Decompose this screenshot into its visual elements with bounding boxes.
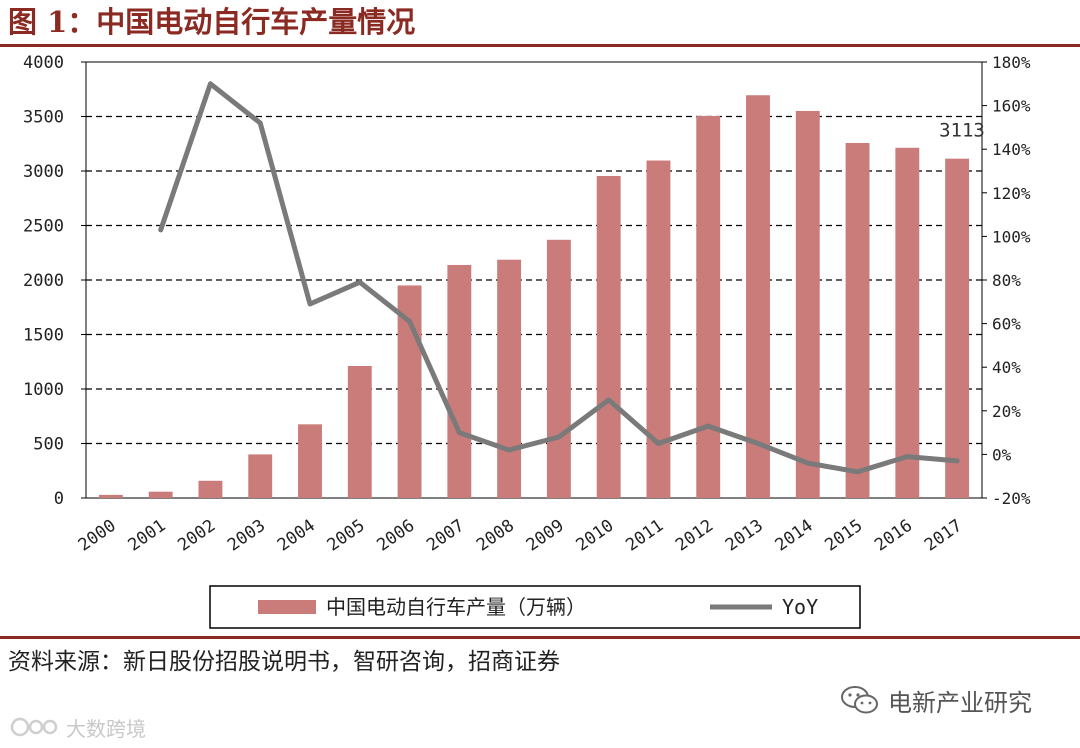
bar xyxy=(447,264,472,498)
brand-logo-icon xyxy=(10,717,58,737)
y-right-tick-label: 80% xyxy=(992,271,1021,290)
yoy-point xyxy=(457,431,461,435)
y-right-tick-label: 20% xyxy=(992,402,1021,421)
bar xyxy=(546,239,571,499)
x-tick-label: 2005 xyxy=(324,516,369,556)
yoy-point xyxy=(557,435,561,439)
legend-swatch-bar xyxy=(258,600,316,614)
legend: 中国电动自行车产量（万辆） YoY xyxy=(209,585,861,629)
yoy-point xyxy=(607,398,611,402)
bar xyxy=(696,115,721,498)
bar xyxy=(198,480,223,498)
y-right-tick-label: 100% xyxy=(992,227,1031,246)
bar xyxy=(148,491,173,498)
x-tick-label: 2006 xyxy=(373,516,418,556)
x-tick-label: 2010 xyxy=(573,516,618,556)
x-tick-label: 2002 xyxy=(174,516,219,556)
x-tick-label: 2001 xyxy=(125,516,170,556)
yoy-point xyxy=(358,280,362,284)
x-tick-label: 2015 xyxy=(821,516,866,556)
yoy-point xyxy=(258,121,262,125)
yoy-point xyxy=(756,442,760,445)
yoy-point xyxy=(507,448,511,452)
x-tick-label: 2014 xyxy=(772,516,817,556)
wechat-account: 电新产业研究 xyxy=(840,680,1032,720)
source-rule xyxy=(0,636,1080,639)
x-tick-label: 2016 xyxy=(871,516,916,556)
bar xyxy=(646,160,671,498)
bar xyxy=(98,494,123,498)
yoy-point xyxy=(408,319,412,323)
y-left-tick-label: 500 xyxy=(33,435,64,455)
y-left-tick-label: 0 xyxy=(54,489,64,509)
bar xyxy=(795,110,820,499)
yoy-point xyxy=(308,302,312,306)
bar xyxy=(298,424,322,498)
y-left-tick-label: 3500 xyxy=(23,108,64,128)
source-note: 资料来源：新日股份招股说明书，智研咨询，招商证券 xyxy=(8,649,560,675)
x-tick-label: 2007 xyxy=(423,516,468,556)
bar xyxy=(596,176,621,499)
wechat-icon xyxy=(841,686,878,714)
x-tick-label: 2013 xyxy=(722,516,767,556)
yoy-point xyxy=(706,424,710,428)
y-right-tick-label: 60% xyxy=(992,315,1021,334)
yoy-point xyxy=(208,82,212,86)
bar xyxy=(497,259,522,498)
yoy-point xyxy=(856,470,860,474)
x-tick-label: 2009 xyxy=(523,516,568,556)
bar xyxy=(347,366,372,498)
yoy-point xyxy=(806,461,810,465)
bar xyxy=(248,454,273,498)
data-label: 3113 xyxy=(939,120,985,142)
yoy-point xyxy=(905,455,909,459)
yoy-point xyxy=(955,459,959,463)
watermark: 大数跨境 xyxy=(10,712,146,742)
x-tick-label: 2000 xyxy=(75,516,120,556)
x-tick-label: 2003 xyxy=(224,516,269,556)
bar-series xyxy=(98,95,970,499)
y-right-tick-label: 0% xyxy=(992,445,1012,464)
axes: 0 500 1000 1500 2000 2500 3000 3500 4000 -20% 0% 20… xyxy=(23,53,1031,556)
y-right-tick-label: 160% xyxy=(992,97,1031,116)
wechat-account-name: 电新产业研究 xyxy=(888,688,1032,717)
y-right-tick-label: 120% xyxy=(992,184,1031,203)
watermark-text: 大数跨境 xyxy=(66,716,146,741)
legend-label-line: YoY xyxy=(782,595,818,619)
y-left-tick-label: 2500 xyxy=(23,217,64,237)
y-left-tick-label: 2000 xyxy=(23,271,64,291)
y-right-tick-label: -20% xyxy=(992,489,1031,508)
title-rule xyxy=(0,44,1080,47)
x-tick-label: 2004 xyxy=(274,516,319,556)
bar xyxy=(746,95,770,498)
y-left-tick-label: 1500 xyxy=(23,326,64,346)
y-left-tick-label: 1000 xyxy=(23,380,64,400)
chart: 0 500 1000 1500 2000 2500 3000 3500 4000 -20% 0% 20… xyxy=(23,53,1031,629)
x-tick-label: 2008 xyxy=(473,516,518,556)
y-right-tick-label: 40% xyxy=(992,358,1021,377)
y-right-tick-label: 140% xyxy=(992,140,1031,159)
y-right-tick-label: 180% xyxy=(992,53,1031,72)
y-left-tick-label: 3000 xyxy=(23,162,64,182)
legend-label-bar: 中国电动自行车产量（万辆） xyxy=(326,595,586,619)
y-left-tick-label: 4000 xyxy=(23,53,64,73)
x-tick-label: 2017 xyxy=(921,516,966,556)
yoy-point xyxy=(159,228,163,232)
bar xyxy=(895,147,920,498)
x-tick-label: 2012 xyxy=(672,516,717,556)
x-tick-label: 2011 xyxy=(622,516,667,556)
bar xyxy=(945,158,970,499)
bar xyxy=(845,142,870,498)
line-series xyxy=(158,81,960,475)
yoy-point xyxy=(656,442,660,445)
figure-title: 图 1：中国电动自行车产量情况 xyxy=(8,5,416,39)
